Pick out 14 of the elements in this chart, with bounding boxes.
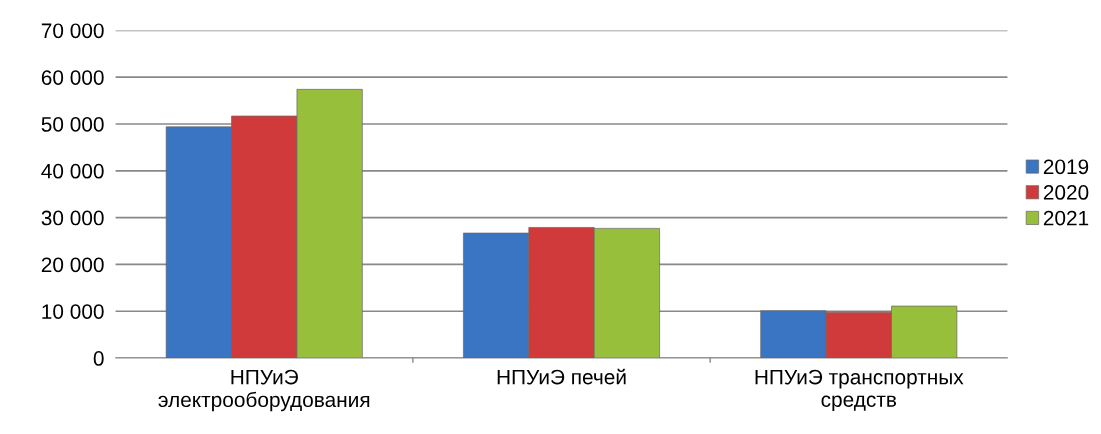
y-tick-label: 0 [93,351,104,366]
y-tick-label: 30 000 [41,210,104,226]
x-tick-label: НПУиЭ электрооборудования [158,369,370,412]
y-tick-label: 10 000 [42,304,104,319]
y-tick-label: 20 000 [41,257,104,273]
y-tick-label: 60 000 [41,70,104,85]
y-tick-label: 50 000 [41,117,104,132]
y-tick-label: 70 000 [41,23,104,39]
legend-label: 2020 [1043,185,1089,200]
legend-label: 2019 [1043,159,1089,175]
y-tick-label: 40 000 [41,163,104,179]
x-tick-label: НПУиЭ печей [497,368,626,385]
legend-label: 2021 [1043,210,1089,226]
x-tick-label: НПУиЭ транспортных средств [755,369,964,412]
